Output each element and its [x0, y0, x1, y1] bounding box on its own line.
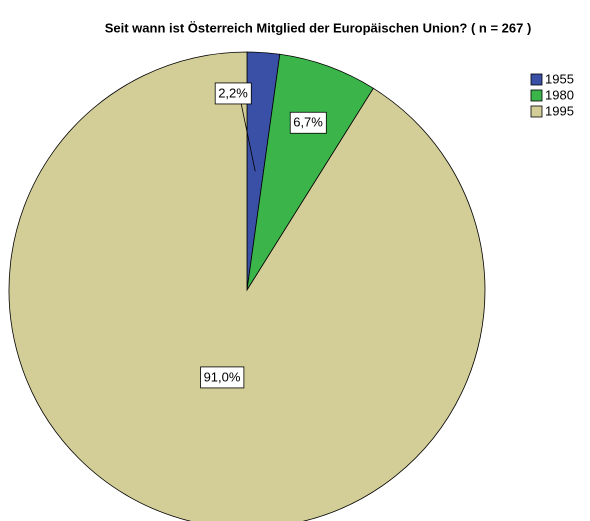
chart-title: Seit wann ist Österreich Mitglied der Eu… — [105, 20, 532, 35]
legend-swatch — [530, 105, 543, 118]
data-label: 6,7% — [293, 115, 323, 130]
leader-line — [240, 102, 256, 172]
legend-swatch — [530, 73, 543, 86]
legend-label: 1995 — [545, 103, 574, 118]
data-label: 91,0% — [204, 369, 241, 384]
legend-swatch — [530, 89, 543, 102]
pie-slice — [8, 51, 486, 521]
data-label-box — [200, 366, 245, 389]
legend-label: 1955 — [545, 71, 574, 86]
data-label-box — [289, 111, 327, 134]
data-label: 2,2% — [218, 85, 248, 100]
data-label-box — [214, 82, 252, 105]
legend-label: 1980 — [545, 87, 574, 102]
